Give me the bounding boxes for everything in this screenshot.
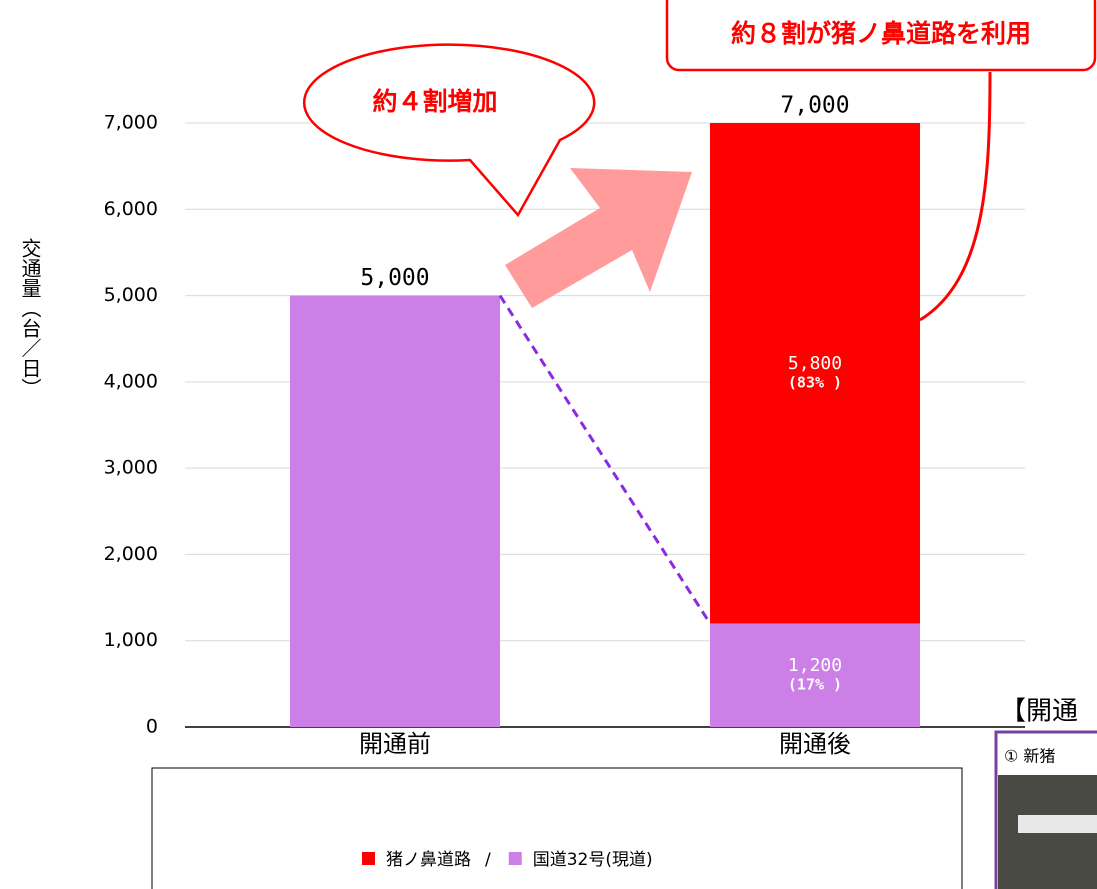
annotation: 約８割が猪ノ鼻道路を利用 — [731, 19, 1031, 48]
legend-swatch — [509, 852, 522, 865]
y-tick-label: 7,000 — [104, 112, 158, 134]
callout-line — [920, 72, 990, 320]
y-axis-label: 交通量（台／日） — [18, 238, 42, 398]
speech-bubble — [304, 45, 594, 215]
share-label: (17% ) — [788, 676, 842, 694]
value-label: 1,200 — [788, 655, 842, 676]
x-tick-label: 開通前 — [359, 730, 431, 758]
y-tick-label: 5,000 — [104, 284, 158, 306]
legend-separator: / — [485, 850, 491, 870]
y-tick-label: 4,000 — [104, 370, 158, 392]
y-tick-label: 2,000 — [104, 543, 158, 565]
value-label: 5,800 — [788, 353, 842, 374]
legend-swatch — [362, 852, 375, 865]
chart: 0 1,000 2,000 3,000 4,000 5,000 6,000 7,000 約４割… — [0, 0, 1097, 889]
side-caption: ① 新猪 — [1004, 747, 1055, 766]
y-tick-label: 0 — [146, 716, 158, 738]
y-tick-label: 3,000 — [104, 457, 158, 479]
photo-sign — [1018, 815, 1097, 833]
bar-segment — [290, 296, 500, 727]
annotation: 約４割増加 — [372, 87, 497, 116]
side-heading: 【開通 — [1000, 697, 1078, 727]
x-tick-label: 開通後 — [779, 730, 851, 758]
legend-label: 国道32号(現道) — [533, 850, 653, 870]
legend-box — [152, 768, 962, 889]
y-tick-label: 6,000 — [104, 198, 158, 220]
y-tick-label: 1,000 — [104, 629, 158, 651]
share-label: (83% ) — [788, 374, 842, 392]
total-label: 5,000 — [360, 265, 429, 291]
connector — [500, 296, 710, 624]
total-label: 7,000 — [780, 93, 849, 119]
legend-label: 猪ノ鼻道路 — [386, 850, 471, 870]
